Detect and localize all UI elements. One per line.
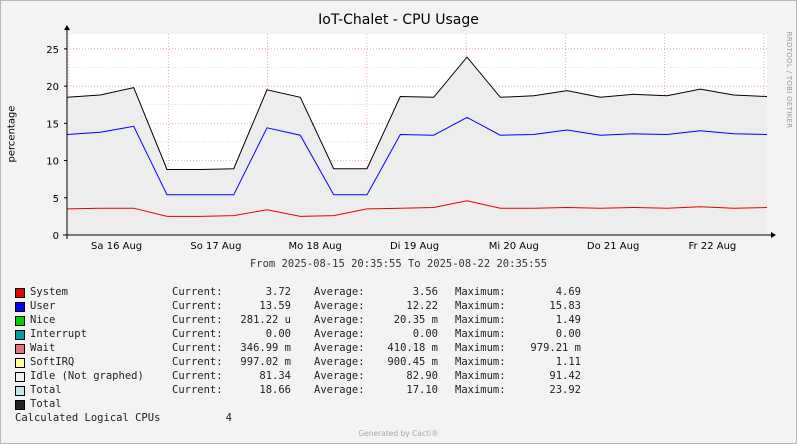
- legend-swatch: [15, 288, 25, 298]
- legend-avg-label: Average:: [314, 328, 365, 340]
- legend-cur: 0.00: [265, 328, 291, 340]
- legend-cur-label: Current:: [172, 314, 223, 326]
- x-axis-arrow: [771, 232, 776, 238]
- legend-avg: 900.45 m: [387, 356, 438, 368]
- legend-avg: 12.22: [406, 300, 438, 312]
- legend-cur: 18.66: [259, 384, 291, 396]
- legend-cur-label: Current:: [172, 370, 223, 382]
- legend-avg-label: Average:: [314, 300, 365, 312]
- legend-avg: 410.18 m: [387, 342, 438, 354]
- legend-avg-label: Average:: [314, 286, 365, 298]
- series-line-system: [66, 200, 768, 217]
- legend-label: SoftIRQ: [30, 356, 75, 368]
- y-tick-label: 15: [46, 119, 59, 130]
- legend-cur-label: Current:: [172, 342, 223, 354]
- legend-cur-label: Current:: [172, 356, 223, 368]
- legend-avg: 82.90: [406, 370, 438, 382]
- legend-max: 1.11: [555, 356, 581, 368]
- legend-max: 23.92: [549, 384, 581, 396]
- legend-avg: 17.10: [406, 384, 438, 396]
- legend-avg-label: Average:: [314, 384, 365, 396]
- y-tick-labels: 0 5 10 15 20 25: [46, 45, 67, 242]
- logical-cpus-value: 4: [225, 412, 232, 424]
- legend-max: 1.49: [555, 314, 581, 326]
- legend-max-label: Maximum:: [455, 314, 506, 326]
- legend-avg: 20.35 m: [393, 314, 438, 326]
- legend-max-label: Maximum:: [455, 328, 506, 340]
- legend-label: Total: [30, 384, 62, 396]
- legend-cur: 281.22 u: [240, 314, 291, 326]
- legend-max: 0.00: [555, 328, 581, 340]
- time-range: From 2025-08-15 20:35:55 To 2025-08-22 2…: [249, 258, 548, 270]
- legend-max-label: Maximum:: [455, 370, 506, 382]
- legend-max-label: Maximum:: [455, 342, 506, 354]
- x-tick-label: Fr 22 Aug: [689, 241, 737, 252]
- legend-cur-label: Current:: [172, 300, 223, 312]
- footer-credit: Generated by Cacti®: [358, 429, 439, 438]
- x-tick-label: Sa 16 Aug: [91, 241, 142, 252]
- legend-cur-label: Current:: [172, 384, 223, 396]
- legend-swatch: [15, 330, 25, 340]
- x-tick-label: Mi 20 Aug: [489, 241, 539, 252]
- legend-max-label: Maximum:: [455, 286, 506, 298]
- legend-cur: 3.72: [265, 286, 291, 298]
- x-tick-label: So 17 Aug: [190, 241, 241, 252]
- series-line-total: [66, 56, 768, 170]
- y-tick-label: 5: [53, 194, 59, 205]
- legend-max: 15.83: [549, 300, 581, 312]
- legend-swatch: [15, 316, 25, 326]
- legend-max-label: Maximum:: [455, 356, 506, 368]
- legend-avg-label: Average:: [314, 342, 365, 354]
- legend-cur: 81.34: [259, 370, 291, 382]
- x-tick-label: Mo 18 Aug: [289, 241, 342, 252]
- legend-swatch: [15, 344, 25, 354]
- legend-swatch: [15, 400, 25, 410]
- legend-max-label: Maximum:: [455, 384, 506, 396]
- legend-swatch: [15, 302, 25, 312]
- legend-label: Total: [30, 398, 62, 410]
- legend-label: Idle (Not graphed): [30, 370, 144, 382]
- legend-label: System: [30, 286, 68, 298]
- y-axis-arrow: [64, 25, 70, 30]
- legend-avg-label: Average:: [314, 370, 365, 382]
- legend-cur-label: Current:: [172, 286, 223, 298]
- total-area-fill: [67, 57, 767, 235]
- legend-max: 979.21 m: [530, 342, 581, 354]
- legend-max: 91.42: [549, 370, 581, 382]
- cpu-usage-chart: 0 5 10 15 20 25 Sa 16 Aug So 17 Aug Mo 18 Aug Di…: [46, 25, 776, 252]
- x-tick-label: Do 21 Aug: [587, 241, 639, 252]
- legend-avg: 3.56: [412, 286, 438, 298]
- chart-title: IoT-Chalet - CPU Usage: [318, 12, 479, 28]
- legend-swatch: [15, 358, 25, 368]
- y-tick-label: 20: [46, 82, 59, 93]
- legend-max: 4.69: [555, 286, 581, 298]
- legend-cur: 346.99 m: [240, 342, 291, 354]
- legend-cur: 13.59: [259, 300, 291, 312]
- series-line-user: [66, 116, 768, 196]
- logical-cpus-label: Calculated Logical CPUs: [15, 412, 161, 424]
- legend-label: Interrupt: [30, 328, 87, 340]
- legend-label: Wait: [30, 342, 56, 354]
- legend-avg-label: Average:: [314, 314, 365, 326]
- y-tick-label: 0: [53, 231, 59, 242]
- legend-label: Nice: [30, 314, 56, 326]
- legend-cur-label: Current:: [172, 328, 223, 340]
- x-tick-labels: Sa 16 Aug So 17 Aug Mo 18 Aug Di 19 Aug Mi 2…: [91, 241, 736, 252]
- series-group: [66, 56, 768, 235]
- x-tick-label: Di 19 Aug: [390, 241, 439, 252]
- legend-avg-label: Average:: [314, 356, 365, 368]
- legend-cur: 997.02 m: [240, 356, 291, 368]
- axes: [63, 25, 776, 239]
- legend-swatch: [15, 372, 25, 382]
- legend-label: User: [30, 300, 56, 312]
- legend-max-label: Maximum:: [455, 300, 506, 312]
- legend-swatch: [15, 386, 25, 396]
- legend-avg: 0.00: [412, 328, 438, 340]
- y-tick-label: 25: [46, 45, 59, 56]
- y-tick-label: 10: [46, 157, 59, 168]
